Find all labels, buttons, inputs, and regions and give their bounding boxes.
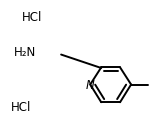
Text: HCl: HCl — [11, 101, 31, 114]
Text: H₂N: H₂N — [14, 46, 36, 59]
Text: N: N — [86, 79, 95, 92]
Text: HCl: HCl — [22, 11, 42, 24]
